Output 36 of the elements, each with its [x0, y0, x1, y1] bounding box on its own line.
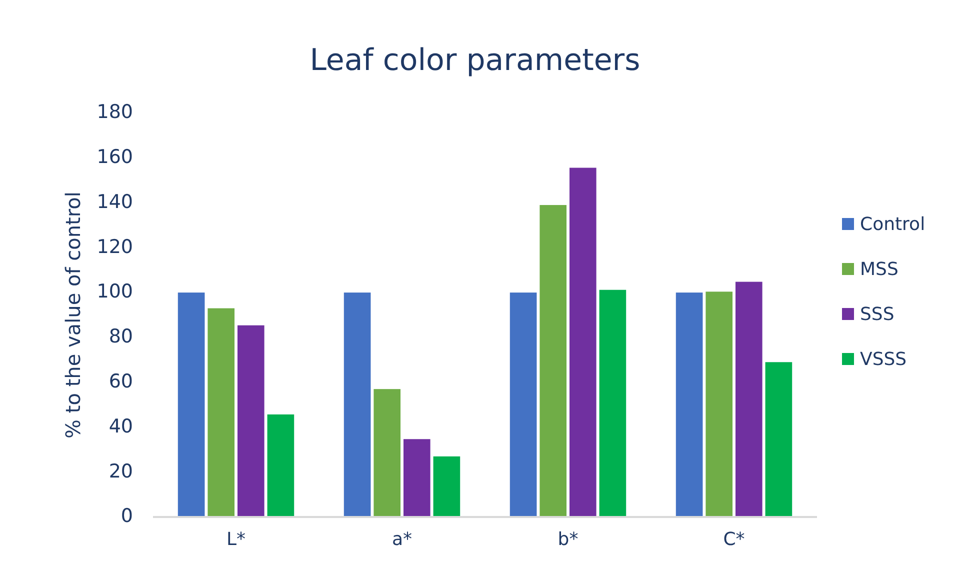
legend-label: MSS: [860, 258, 898, 280]
bar: [569, 168, 596, 517]
y-tick-label: 160: [96, 146, 133, 168]
y-tick-label: 20: [108, 460, 133, 482]
bar: [178, 292, 205, 517]
y-tick-label: 120: [96, 236, 133, 258]
y-tick-label: 100: [96, 280, 133, 303]
bar: [237, 325, 264, 517]
bar: [735, 282, 762, 517]
bar: [765, 362, 792, 517]
y-tick-label: 80: [108, 326, 133, 348]
bar: [706, 292, 733, 517]
x-tick-label: L*: [226, 529, 246, 550]
bar: [599, 290, 626, 517]
y-axis-title: % to the value of control: [61, 192, 85, 438]
legend-label: VSSS: [860, 348, 907, 370]
chart-title: Leaf color parameters: [310, 43, 640, 78]
bar: [403, 439, 430, 517]
legend-label: SSS: [860, 304, 894, 325]
x-tick-label: C*: [723, 529, 745, 550]
bar: [208, 308, 235, 517]
legend-label: Control: [860, 214, 926, 235]
bar: [433, 456, 460, 517]
bar: [510, 292, 537, 517]
bar: [344, 292, 371, 517]
x-tick-label: a*: [392, 529, 412, 550]
bar: [374, 389, 401, 517]
bar: [267, 414, 294, 517]
bar: [540, 205, 567, 517]
y-tick-label: 140: [96, 190, 133, 213]
y-tick-label: 180: [96, 101, 133, 124]
y-tick-label: 40: [108, 415, 133, 438]
y-tick-label: 0: [120, 505, 133, 528]
bar: [676, 292, 703, 517]
y-tick-label: 60: [108, 370, 133, 393]
x-tick-label: b*: [558, 529, 578, 550]
